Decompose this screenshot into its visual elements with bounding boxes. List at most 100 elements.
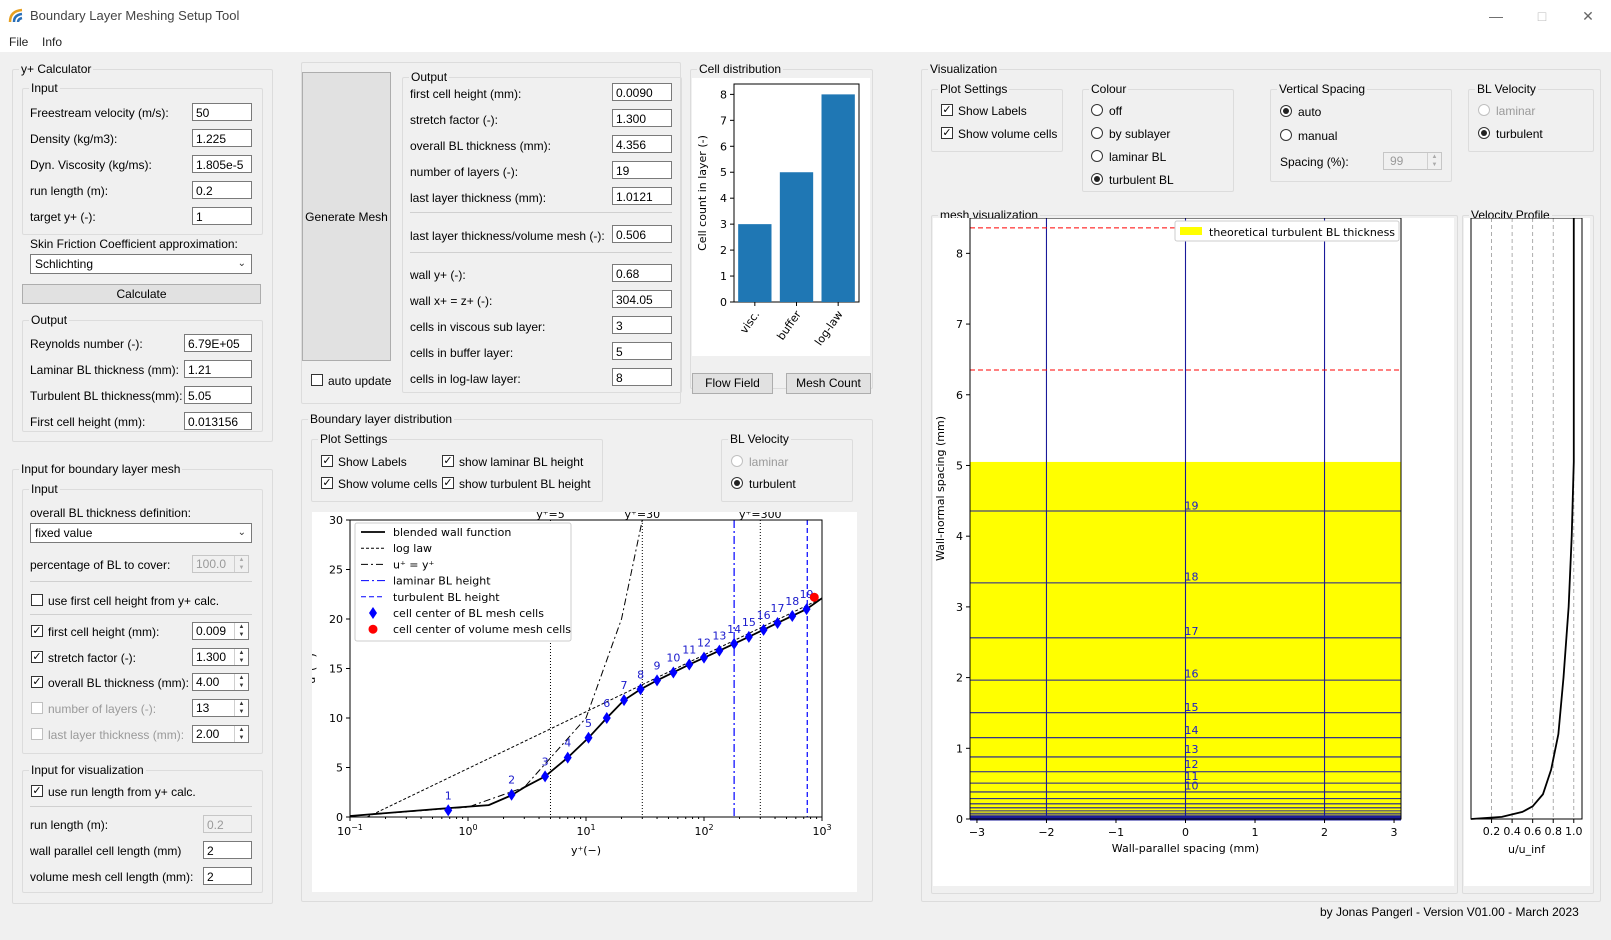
first-cell-height-output[interactable]: 0.013156 [184, 412, 252, 430]
spin-arrows-icon[interactable]: ▲ ▼ [234, 726, 248, 742]
chevron-down-icon: ⌄ [237, 527, 246, 538]
volume-mesh-label: volume mesh cell length (mm): [30, 870, 194, 884]
last-layer-spinbox[interactable]: 2.00 ▲ ▼ [192, 725, 249, 743]
out-last-layer-value[interactable]: 1.0121 [612, 187, 672, 205]
bl-cell-label: 14 [727, 623, 741, 636]
bl-velocity-title: BL Velocity [730, 432, 789, 446]
skin-friction-select[interactable]: Schlichting ⌄ [30, 254, 252, 274]
turbulent-bl-output[interactable]: 5.05 [184, 386, 252, 404]
spacing-manual-radio[interactable] [1280, 129, 1292, 141]
percentage-bl-spinbox[interactable]: 100.0 ▲ ▼ [192, 555, 249, 573]
out-ratio-value[interactable]: 0.506 [612, 225, 672, 243]
stretch-factor-spinbox[interactable]: 1.300 ▲ ▼ [192, 648, 249, 666]
bl-show-volume-checkbox[interactable]: ✓ [321, 477, 333, 489]
vis-show-labels-checkbox[interactable]: ✓ [941, 104, 953, 116]
reynolds-output[interactable]: 6.79E+05 [184, 334, 252, 352]
mesh-count-button[interactable]: Mesh Count [786, 373, 871, 394]
vis-turbulent-radio[interactable] [1478, 127, 1490, 139]
show-turbulent-checkbox[interactable]: ✓ [442, 477, 454, 489]
number-layers-checkbox[interactable] [31, 702, 43, 714]
spacing-auto-label: auto [1298, 105, 1322, 119]
vis-laminar-radio[interactable] [1478, 104, 1490, 116]
bl-cell-marker [653, 674, 662, 687]
use-run-length-checkbox[interactable]: ✓ [31, 785, 43, 797]
vis-laminar-label: laminar [1496, 104, 1536, 118]
generate-mesh-button[interactable]: Generate Mesh [302, 72, 391, 361]
spin-arrows-icon[interactable]: ▲ ▼ [234, 674, 248, 690]
y-axis-label: u⁺(−) [312, 653, 318, 684]
viscosity-input[interactable]: 1.805e-5 [192, 155, 252, 173]
auto-update-checkbox[interactable] [311, 374, 323, 386]
out-loglaw-value[interactable]: 8 [612, 368, 672, 386]
target-yplus-input[interactable]: 1 [192, 207, 252, 225]
out-overall-bl-value[interactable]: 4.356 [612, 135, 672, 153]
out-layers-label: number of layers (-): [410, 165, 519, 179]
menu-file[interactable]: File [9, 35, 29, 49]
wall-parallel-input[interactable]: 2 [203, 841, 252, 859]
overall-bl-spinbox[interactable]: 4.00 ▲ ▼ [192, 673, 249, 691]
out-wall-xplus-value[interactable]: 304.05 [612, 290, 672, 308]
bl-show-labels-checkbox[interactable]: ✓ [321, 455, 333, 467]
x-axis-label: u/u_inf [1508, 843, 1546, 856]
show-laminar-checkbox[interactable]: ✓ [442, 455, 454, 467]
stretch-factor-checkbox[interactable]: ✓ [31, 651, 43, 663]
close-icon[interactable]: ✕ [1582, 8, 1594, 24]
out-layers-value[interactable]: 19 [612, 161, 672, 179]
y-tick-label: 6 [956, 389, 963, 402]
log-law-line [367, 597, 822, 817]
vis-show-volume-checkbox[interactable]: ✓ [941, 127, 953, 139]
minimize-icon[interactable]: — [1489, 8, 1503, 24]
overall-bl-checkbox[interactable]: ✓ [31, 676, 43, 688]
freestream-velocity-input[interactable]: 50 [192, 103, 252, 121]
spin-arrows-icon[interactable]: ▲ ▼ [234, 623, 248, 639]
colour-turbulent-radio[interactable] [1091, 173, 1103, 185]
laminar-radio[interactable] [731, 455, 743, 467]
density-input[interactable]: 1.225 [192, 129, 252, 147]
calculate-button[interactable]: Calculate [22, 284, 261, 304]
out-viscous-value[interactable]: 3 [612, 316, 672, 334]
x-tick-label: −1 [1108, 826, 1124, 839]
last-layer-checkbox[interactable] [31, 728, 43, 740]
colour-laminar-radio[interactable] [1091, 150, 1103, 162]
menu-info[interactable]: Info [42, 35, 63, 49]
bl-cell-marker [730, 637, 739, 650]
turbulent-radio[interactable] [731, 477, 743, 489]
density-label: Density (kg/m3): [30, 132, 118, 146]
laminar-bl-output[interactable]: 1.21 [184, 360, 252, 378]
first-cell-height-spinbox[interactable]: 0.009 ▲ ▼ [192, 622, 249, 640]
spacing-percent-spinbox[interactable]: 99 ▲ ▼ [1383, 152, 1442, 170]
bar [779, 172, 814, 302]
number-layers-spinbox[interactable]: 13 ▲ ▼ [192, 699, 249, 717]
out-first-cell-value[interactable]: 0.0090 [612, 83, 672, 101]
cell-distribution-group: Cell distribution [690, 62, 873, 389]
run-length-input[interactable]: 0.2 [192, 181, 252, 199]
spacing-auto-radio[interactable] [1280, 105, 1292, 117]
volume-mesh-input[interactable]: 2 [203, 867, 252, 885]
colour-sublayer-radio[interactable] [1091, 127, 1103, 139]
bl-cell-label: 6 [603, 697, 610, 710]
wall-function-chart: 1234567891011121314151617181905101520253… [312, 512, 857, 892]
bl-cell-marker [669, 666, 678, 679]
vis-run-length-input[interactable]: 0.2 [203, 815, 252, 833]
out-buffer-value[interactable]: 5 [612, 342, 672, 360]
use-first-cell-checkbox[interactable] [31, 594, 43, 606]
y-tick-label: 5 [956, 459, 963, 472]
out-stretch-value[interactable]: 1.300 [612, 109, 672, 127]
spin-arrows-icon[interactable]: ▲ ▼ [234, 556, 248, 572]
bl-cell-label: 10 [666, 651, 680, 664]
bl-definition-select[interactable]: fixed value ⌄ [30, 523, 252, 543]
layer-label: 19 [1185, 499, 1199, 512]
spin-arrows-icon[interactable]: ▲ ▼ [234, 649, 248, 665]
out-wall-yplus-value[interactable]: 0.68 [612, 264, 672, 282]
first-cell-height-checkbox[interactable]: ✓ [31, 625, 43, 637]
flow-field-button[interactable]: Flow Field [692, 373, 773, 394]
spin-arrows-icon[interactable]: ▲ ▼ [1427, 153, 1441, 169]
colour-off-radio[interactable] [1091, 104, 1103, 116]
spin-arrows-icon[interactable]: ▲ ▼ [234, 700, 248, 716]
out-last-layer-label: last layer thickness (mm): [410, 191, 547, 205]
maximize-icon[interactable]: □ [1537, 8, 1547, 24]
vis-plot-settings-title: Plot Settings [940, 82, 1008, 96]
